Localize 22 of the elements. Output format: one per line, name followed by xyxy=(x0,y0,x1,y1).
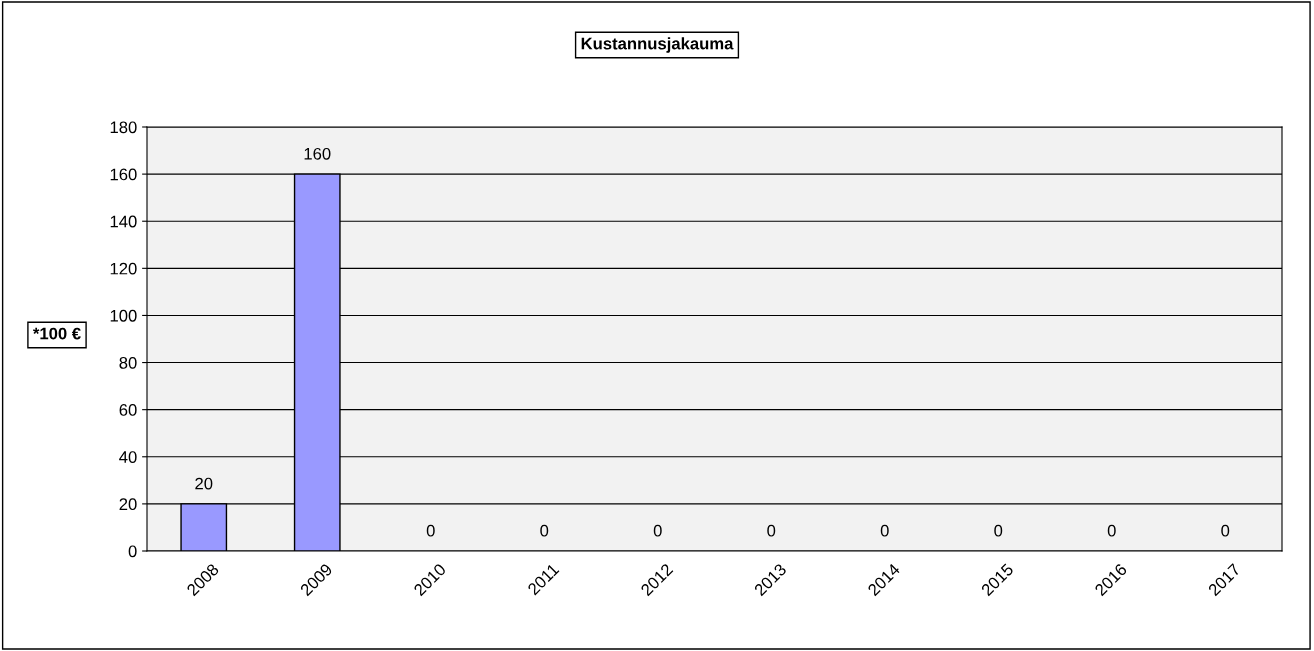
data-label: 0 xyxy=(1107,524,1116,537)
data-label: 0 xyxy=(1221,524,1230,537)
y-tick-label: 80 xyxy=(119,356,137,369)
y-tick-label: 100 xyxy=(110,309,137,322)
data-label: 0 xyxy=(426,524,435,537)
y-tick-label: 140 xyxy=(110,215,137,228)
chart-title: Kustannusjakauma xyxy=(581,37,734,53)
y-tick-label: 160 xyxy=(110,168,137,181)
data-label: 0 xyxy=(653,524,662,537)
y-tick-label: 40 xyxy=(119,451,137,463)
data-label: 0 xyxy=(540,524,549,537)
data-label: 0 xyxy=(767,524,776,537)
y-tick-label: 0 xyxy=(128,545,137,558)
y-tick-label: 180 xyxy=(110,121,137,134)
y-tick-label: 120 xyxy=(110,262,137,275)
y-axis-title: *100 € xyxy=(32,327,81,340)
data-label: 0 xyxy=(994,524,1003,537)
y-tick-label: 20 xyxy=(119,498,137,511)
y-tick-label: 60 xyxy=(119,404,137,416)
data-label: 0 xyxy=(880,524,889,537)
data-label: 160 xyxy=(304,147,331,160)
data-label: 20 xyxy=(195,477,213,490)
